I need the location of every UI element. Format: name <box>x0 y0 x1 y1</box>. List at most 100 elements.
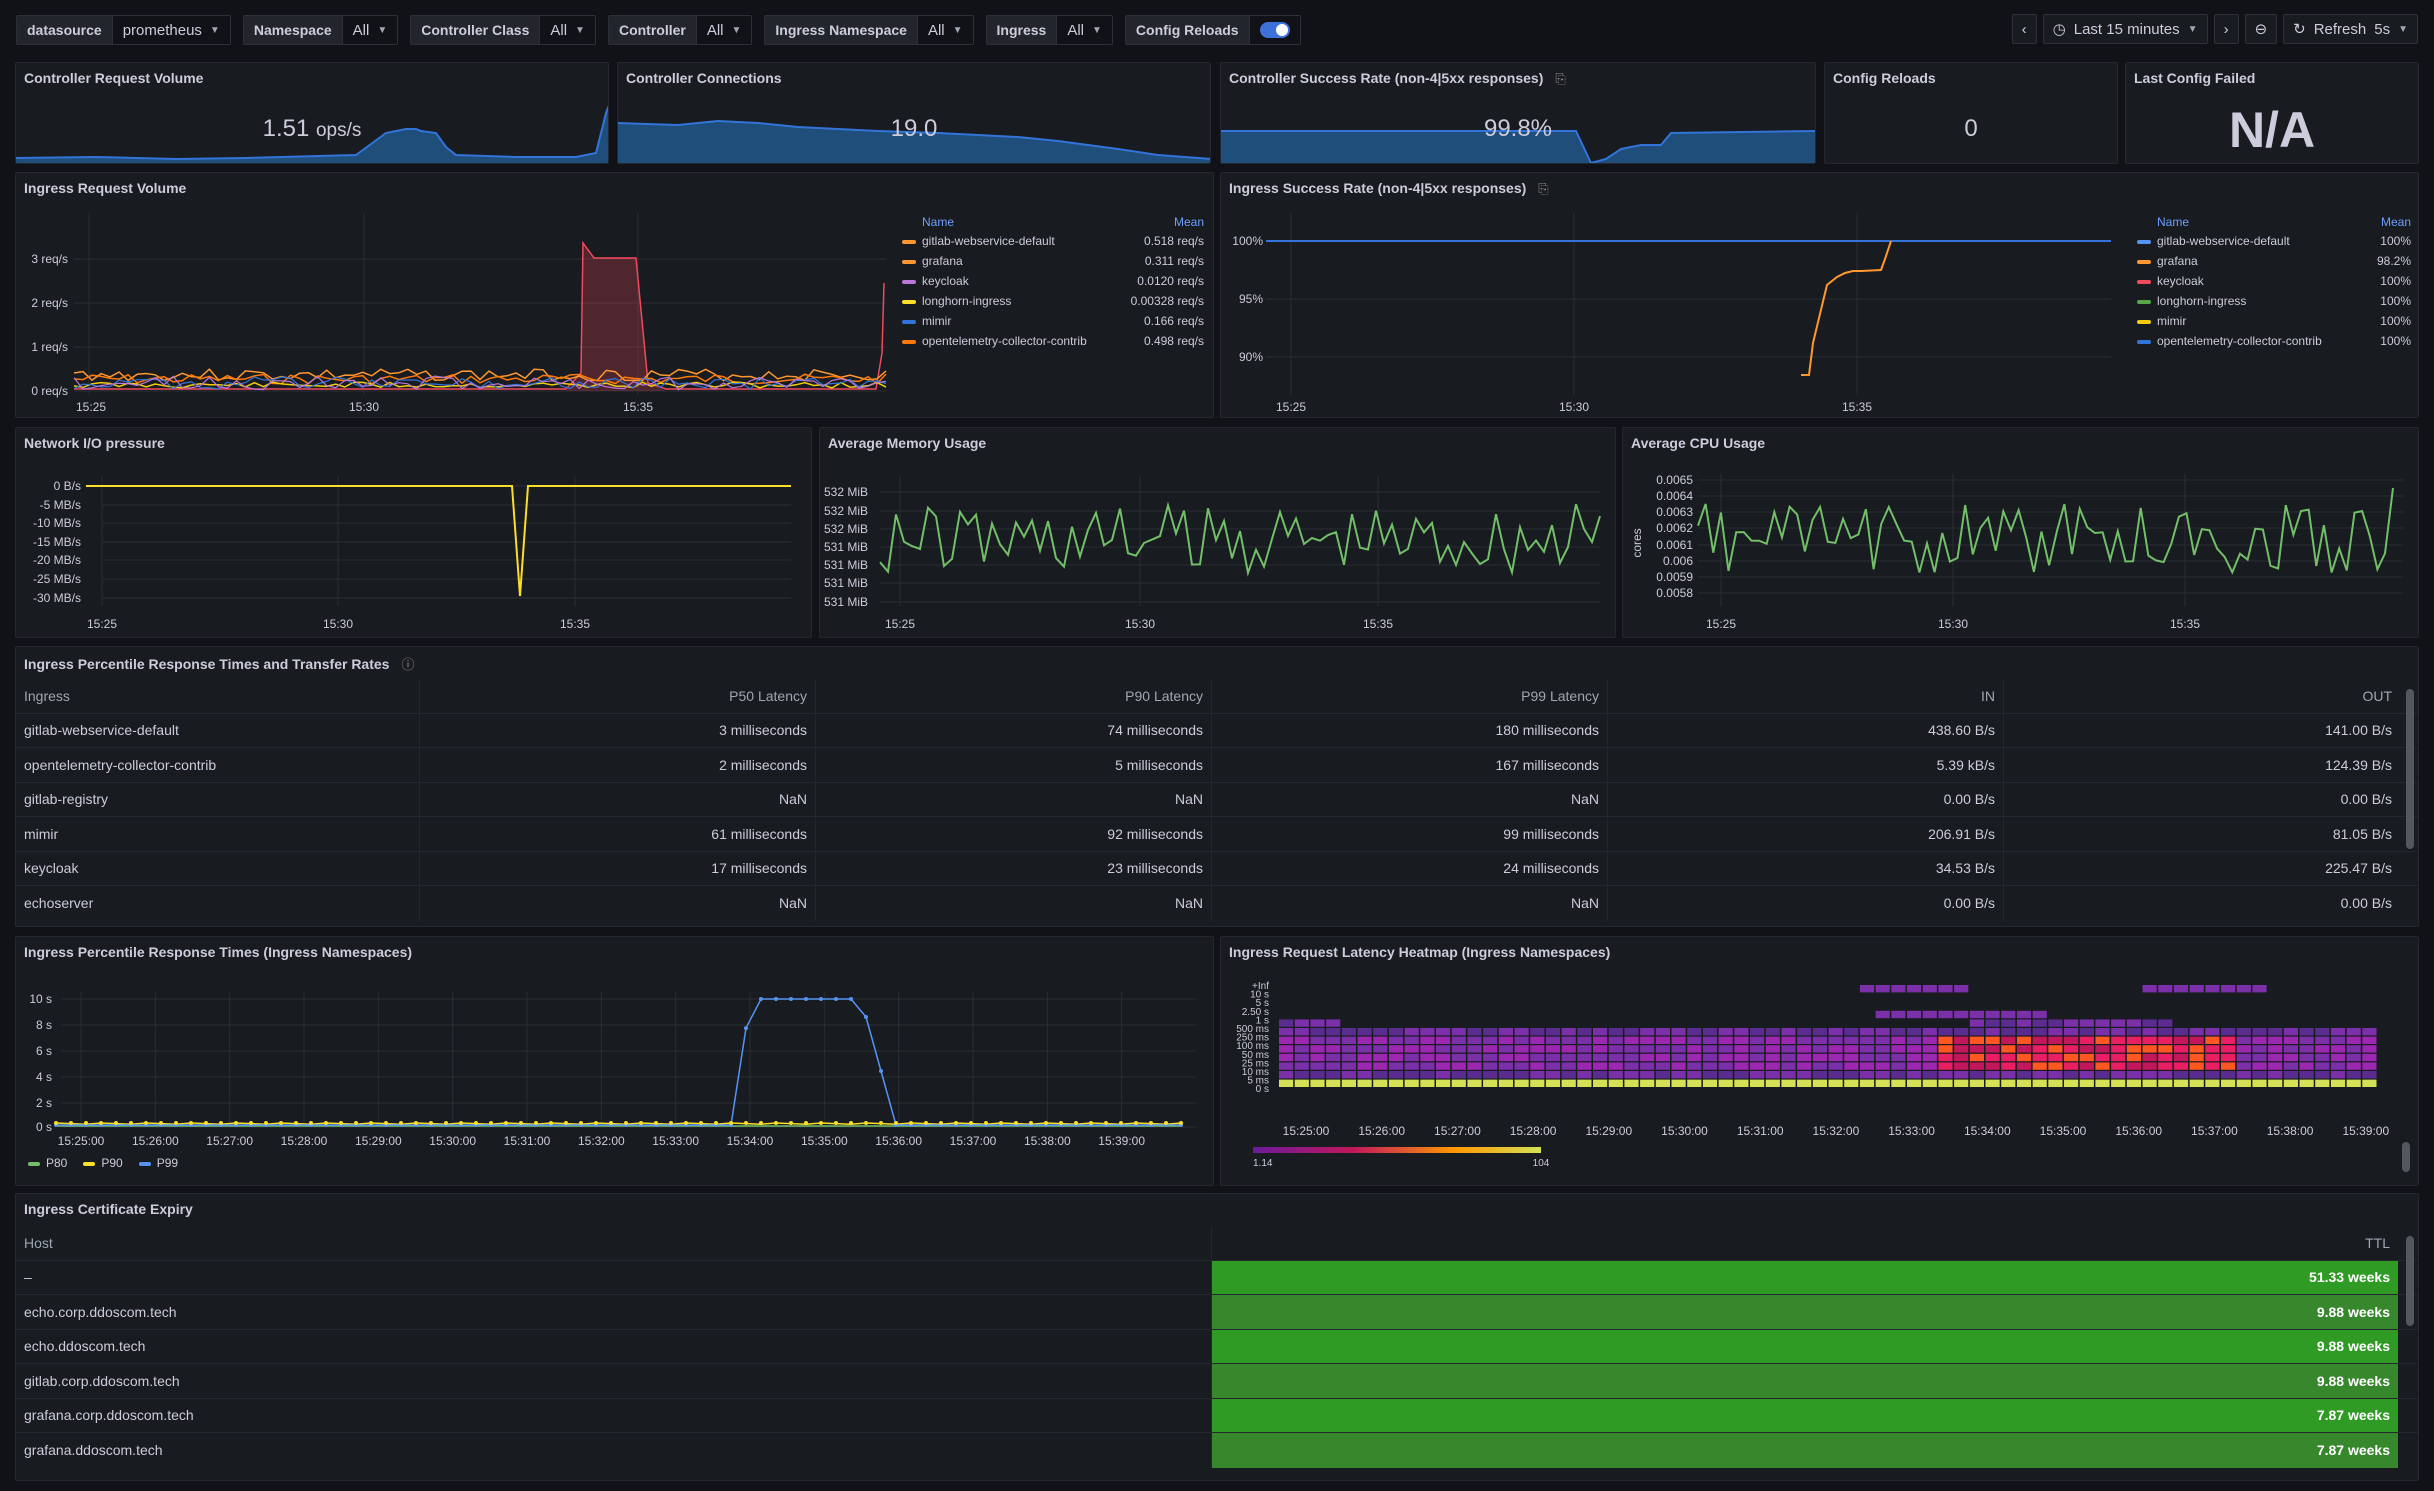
zoom-out-button[interactable]: ⊖ <box>2244 14 2278 44</box>
legend-row[interactable]: mimir 0.166 req/s <box>898 311 1208 331</box>
x-tick-label: 15:36:00 <box>875 1134 922 1148</box>
table-row[interactable]: echoserver NaN NaN NaN 0.00 B/s 0.00 B/s <box>16 886 2418 921</box>
table-row[interactable]: opentelemetry-collector-contrib 2 millis… <box>16 748 2418 783</box>
panel-controller-connections[interactable]: Controller Connections 19.0 <box>617 62 1211 164</box>
config-reloads-value: 0 <box>1964 115 1978 142</box>
chevron-down-icon: ▼ <box>952 24 963 36</box>
panel-percentile-table[interactable]: Ingress Percentile Response Times and Tr… <box>15 646 2419 927</box>
table-row[interactable]: gitlab.corp.ddoscom.tech 9.88 weeks <box>16 1364 2418 1399</box>
panel-ingress-success-rate[interactable]: Ingress Success Rate (non-4|5xx response… <box>1220 172 2419 418</box>
svg-text:15:30: 15:30 <box>349 400 379 414</box>
request-volume-unit: ops/s <box>315 120 362 141</box>
panel-last-config-failed[interactable]: Last Config Failed N/A <box>2125 62 2419 164</box>
y-tick-label: 10 ms <box>1242 1067 1269 1078</box>
table-row[interactable]: gitlab-registry NaN NaN NaN 0.00 B/s 0.0… <box>16 782 2418 817</box>
table-row[interactable]: echo.corp.ddoscom.tech 9.88 weeks <box>16 1295 2418 1330</box>
table-scrollbar[interactable] <box>2406 689 2414 849</box>
svg-text:15:30: 15:30 <box>1125 617 1155 631</box>
svg-text:0 B/s: 0 B/s <box>54 479 81 493</box>
chevron-down-icon: ▼ <box>1092 24 1102 36</box>
table-row[interactable]: gitlab-webservice-default 3 milliseconds… <box>16 713 2418 748</box>
svg-text:104: 104 <box>1533 1158 1550 1169</box>
var-controller-class[interactable]: Controller Class All ▼ <box>410 15 596 45</box>
y-tick-label: 250 ms <box>1236 1033 1269 1044</box>
panel-controller-success-rate[interactable]: Controller Success Rate (non-4|5xx respo… <box>1220 62 1816 164</box>
legend-row[interactable]: opentelemetry-collector-contrib 100% <box>2133 331 2415 351</box>
svg-text:531 MiB: 531 MiB <box>824 576 868 590</box>
refresh-button[interactable]: ↻ Refresh 5s ▼ <box>2283 14 2418 44</box>
var-ingress-namespace[interactable]: Ingress Namespace All ▼ <box>764 15 974 45</box>
zoom-out-icon: ⊖ <box>2254 21 2268 38</box>
panel-ingress-request-volume[interactable]: Ingress Request Volume 3 req/s 2 req/s 1… <box>15 172 1214 418</box>
table-row[interactable]: mimir 61 milliseconds 92 milliseconds 99… <box>16 817 2418 852</box>
legend-row[interactable]: longhorn-ingress 100% <box>2133 291 2415 311</box>
legend-row[interactable]: grafana 98.2% <box>2133 251 2415 271</box>
svg-text:-25 MB/s: -25 MB/s <box>33 572 81 586</box>
legend-row[interactable]: keycloak 100% <box>2133 271 2415 291</box>
x-tick-label: 15:26:00 <box>1358 1124 1405 1138</box>
y-tick-label: 5 ms <box>1247 1076 1269 1087</box>
var-controller[interactable]: Controller All ▼ <box>607 15 753 45</box>
time-forward-button[interactable]: › <box>2213 14 2239 44</box>
var-namespace[interactable]: Namespace All ▼ <box>242 15 399 45</box>
panel-network-io[interactable]: Network I/O pressure 0 B/s -5 MB/s -10 M… <box>15 427 812 638</box>
legend-row[interactable]: longhorn-ingress 0.00328 req/s <box>898 291 1208 311</box>
var-config-reloads[interactable]: Config Reloads <box>1124 15 1301 45</box>
x-tick-label: 15:37:00 <box>2191 1124 2238 1138</box>
panel-percentile-chart[interactable]: Ingress Percentile Response Times (Ingre… <box>15 936 1214 1186</box>
legend-row[interactable]: mimir 100% <box>2133 311 2415 331</box>
table-row[interactable]: keycloak 17 milliseconds 23 milliseconds… <box>16 851 2418 886</box>
chevron-down-icon: ▼ <box>209 24 220 36</box>
var-ingress[interactable]: Ingress All ▼ <box>985 15 1113 45</box>
time-controls: ‹ ◷ Last 15 minutes ▼ › ⊖ ↻ Refresh 5s ▼ <box>2011 14 2418 46</box>
svg-text:15:25: 15:25 <box>76 400 106 414</box>
table-header: Host TTL <box>16 1226 2418 1261</box>
svg-text:3 req/s: 3 req/s <box>31 252 68 266</box>
svg-text:10 s: 10 s <box>29 992 52 1006</box>
x-tick-label: 15:33:00 <box>652 1134 699 1148</box>
table-row[interactable]: grafana.ddoscom.tech 7.87 weeks <box>16 1433 2418 1468</box>
legend-row[interactable]: gitlab-webservice-default 100% <box>2133 231 2415 251</box>
panel-average-cpu[interactable]: Average CPU Usage cores 0.0065 0.0064 0.… <box>1622 427 2419 638</box>
chevron-down-icon: ▼ <box>377 24 388 36</box>
x-tick-label: 15:35:00 <box>2040 1124 2087 1138</box>
svg-text:8 s: 8 s <box>36 1018 52 1032</box>
legend-row[interactable]: opentelemetry-collector-contrib 0.498 req… <box>898 331 1208 351</box>
legend-row[interactable]: gitlab-webservice-default 0.518 req/s <box>898 231 1208 251</box>
time-back-button[interactable]: ‹ <box>2011 14 2037 44</box>
x-tick-label: 15:39:00 <box>1098 1134 1145 1148</box>
series-cpu <box>1697 487 2394 575</box>
percentile-table: Ingress P50 Latency P90 Latency P99 Late… <box>16 679 2418 921</box>
svg-text:15:35: 15:35 <box>2170 617 2200 631</box>
panel-cert-expiry[interactable]: Ingress Certificate Expiry Host TTL – 51… <box>15 1193 2419 1481</box>
svg-text:531 MiB: 531 MiB <box>824 558 868 572</box>
table-header: Ingress P50 Latency P90 Latency P99 Late… <box>16 679 2418 714</box>
cert-table-scrollbar[interactable] <box>2406 1236 2414 1326</box>
legend-row[interactable]: keycloak 0.0120 req/s <box>898 271 1208 291</box>
legend-p90[interactable]: P90 <box>83 1156 123 1170</box>
svg-text:0.0065: 0.0065 <box>1656 473 1693 487</box>
table-row[interactable]: – 51.33 weeks <box>16 1260 2418 1295</box>
time-picker[interactable]: ◷ Last 15 minutes ▼ <box>2042 14 2208 44</box>
svg-text:15:35: 15:35 <box>1363 617 1393 631</box>
panel-config-reloads[interactable]: Config Reloads 0 <box>1824 62 2118 164</box>
x-tick-label: 15:25:00 <box>1283 1124 1330 1138</box>
heatmap-scrollbar[interactable] <box>2402 1142 2410 1172</box>
clock-icon: ◷ <box>2052 21 2066 38</box>
table-row[interactable]: echo.ddoscom.tech 9.88 weeks <box>16 1329 2418 1364</box>
table-row[interactable]: grafana.corp.ddoscom.tech 7.87 weeks <box>16 1398 2418 1433</box>
series-network <box>86 485 791 597</box>
refresh-interval[interactable]: 5s <box>2374 20 2391 38</box>
panel-controller-request-volume[interactable]: Controller Request Volume 1.51 ops/s <box>15 62 609 164</box>
x-tick-label: 15:39:00 <box>2342 1124 2389 1138</box>
legend-row[interactable]: grafana 0.311 req/s <box>898 251 1208 271</box>
last-config-failed-value: N/A <box>2228 102 2316 158</box>
legend-p80[interactable]: P80 <box>28 1156 67 1170</box>
legend-p99[interactable]: P99 <box>138 1156 178 1170</box>
y-tick-label: 500 ms <box>1236 1024 1269 1035</box>
config-reloads-toggle[interactable] <box>1259 22 1290 38</box>
var-datasource[interactable]: datasource prometheus ▼ <box>16 15 231 45</box>
panel-average-memory[interactable]: Average Memory Usage 532 MiB 532 MiB 532… <box>819 427 1616 638</box>
panel-latency-heatmap[interactable]: Ingress Request Latency Heatmap (Ingress… <box>1220 936 2419 1186</box>
